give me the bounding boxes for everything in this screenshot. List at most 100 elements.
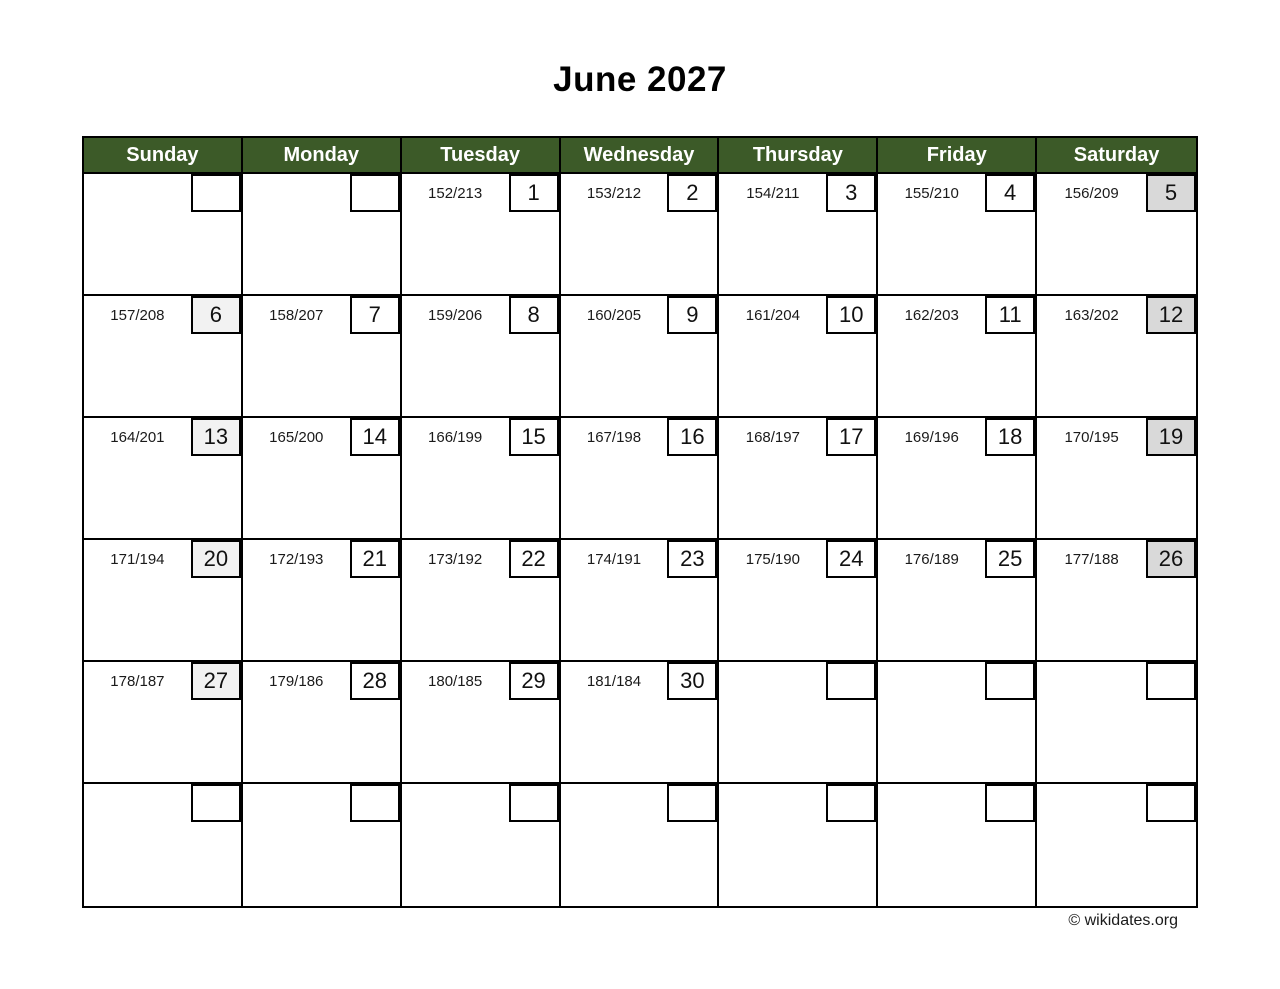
day-of-year-counter: 160/205: [586, 306, 642, 324]
day-cell-empty: [242, 784, 402, 906]
day-of-year-counter: [402, 784, 509, 822]
day-number-box: 12: [1146, 296, 1196, 334]
day-cell-top-row: [878, 784, 1036, 822]
day-cell-26: 177/188 26: [1037, 540, 1196, 662]
day-cell-2: 153/212 2: [560, 174, 720, 296]
day-number-box: 26: [1146, 540, 1196, 578]
day-of-year-counter: 154/211: [746, 184, 800, 202]
day-cell-top-row: 172/193 21: [243, 540, 400, 578]
day-of-year-counter: [243, 784, 350, 822]
day-of-year-counter: 155/210: [904, 184, 959, 202]
weekday-header-tuesday: Tuesday: [402, 138, 561, 172]
day-of-year-counter: 178/187: [110, 672, 165, 690]
day-number-box: 21: [349, 540, 400, 578]
day-cell-top-row: [243, 784, 400, 822]
day-cell-30: 181/184 30: [560, 662, 720, 784]
day-number-box: 10: [826, 296, 877, 334]
day-cell-empty: [401, 784, 561, 906]
day-cell-6: 157/208 6: [84, 296, 243, 418]
day-of-year-counter: [84, 174, 191, 212]
day-of-year-counter: 156/209: [1064, 184, 1119, 202]
day-of-year-counter: 173/192: [428, 550, 483, 568]
day-cell-28: 179/186 28: [242, 662, 402, 784]
day-cell-top-row: 155/210 4: [878, 174, 1036, 212]
day-number-box: 25: [985, 540, 1036, 578]
day-number-box: 14: [349, 418, 400, 456]
day-of-year-counter: [878, 662, 985, 700]
copyright-footer: © wikidates.org: [82, 912, 1198, 930]
day-of-year-counter: 166/199: [428, 428, 483, 446]
day-number-box: 19: [1146, 418, 1196, 456]
day-cell-empty: [719, 662, 879, 784]
day-cell-top-row: 160/205 9: [561, 296, 718, 334]
day-cell-top-row: 181/184 30: [561, 662, 718, 700]
day-of-year-counter: 168/197: [745, 428, 800, 446]
day-number-box: 3: [826, 174, 877, 212]
day-cell-top-row: 171/194 20: [84, 540, 241, 578]
day-cell-25: 176/189 25: [878, 540, 1038, 662]
day-cell-top-row: 154/211 3: [719, 174, 877, 212]
weekday-header-monday: Monday: [243, 138, 402, 172]
day-of-year-counter: 167/198: [586, 428, 642, 446]
day-of-year-counter: [1037, 784, 1146, 822]
day-cell-top-row: [243, 174, 400, 212]
day-cell-29: 180/185 29: [401, 662, 561, 784]
day-cell-top-row: 174/191 23: [561, 540, 718, 578]
empty-day-box: [826, 784, 877, 822]
calendar-grid: 152/213 1 153/212 2 154/211 3 155/210 4 156/209 5…: [84, 174, 1196, 906]
day-number-box: 28: [349, 662, 400, 700]
day-of-year-counter: 175/190: [745, 550, 800, 568]
day-cell-23: 174/191 23: [560, 540, 720, 662]
day-cell-top-row: [561, 784, 718, 822]
empty-day-box: [349, 784, 400, 822]
day-cell-11: 162/203 11: [878, 296, 1038, 418]
day-of-year-counter: [878, 784, 985, 822]
empty-day-box: [1146, 784, 1196, 822]
day-cell-top-row: 166/199 15: [402, 418, 559, 456]
day-number-box: 11: [985, 296, 1036, 334]
day-of-year-counter: 152/213: [428, 184, 483, 202]
day-number-box: 2: [667, 174, 718, 212]
day-of-year-counter: 172/193: [269, 550, 324, 568]
day-number-box: 4: [985, 174, 1036, 212]
day-cell-19: 170/195 19: [1037, 418, 1196, 540]
day-of-year-counter: 158/207: [269, 306, 324, 324]
day-cell-top-row: 168/197 17: [719, 418, 877, 456]
empty-day-box: [667, 784, 718, 822]
day-of-year-counter: 180/185: [428, 672, 483, 690]
day-cell-top-row: 162/203 11: [878, 296, 1036, 334]
page-title: June 2027: [553, 60, 727, 99]
day-cell-top-row: 159/206 8: [402, 296, 559, 334]
day-number-box: 29: [508, 662, 559, 700]
day-cell-top-row: 177/188 26: [1037, 540, 1196, 578]
day-cell-top-row: [402, 784, 559, 822]
day-cell-top-row: 161/204 10: [719, 296, 877, 334]
weekday-header-friday: Friday: [878, 138, 1038, 172]
day-cell-empty: [242, 174, 402, 296]
day-cell-top-row: [1037, 784, 1196, 822]
day-cell-top-row: 156/209 5: [1037, 174, 1196, 212]
day-of-year-counter: 164/201: [110, 428, 165, 446]
empty-day-box: [190, 174, 241, 212]
day-of-year-counter: [243, 174, 350, 212]
day-cell-1: 152/213 1: [401, 174, 561, 296]
day-of-year-counter: 170/195: [1064, 428, 1119, 446]
day-number-box: 27: [190, 662, 241, 700]
day-cell-9: 160/205 9: [560, 296, 720, 418]
day-number-box: 16: [667, 418, 718, 456]
day-of-year-counter: 176/189: [904, 550, 959, 568]
day-cell-top-row: 152/213 1: [402, 174, 559, 212]
day-cell-top-row: [878, 662, 1036, 700]
day-of-year-counter: 165/200: [269, 428, 324, 446]
day-cell-top-row: 163/202 12: [1037, 296, 1196, 334]
empty-day-box: [349, 174, 400, 212]
weekday-header-thursday: Thursday: [719, 138, 879, 172]
empty-day-box: [1146, 662, 1196, 700]
day-cell-top-row: [84, 174, 241, 212]
day-of-year-counter: [719, 784, 826, 822]
day-cell-8: 159/206 8: [401, 296, 561, 418]
day-number-box: 8: [508, 296, 559, 334]
day-cell-21: 172/193 21: [242, 540, 402, 662]
day-number-box: 24: [826, 540, 877, 578]
